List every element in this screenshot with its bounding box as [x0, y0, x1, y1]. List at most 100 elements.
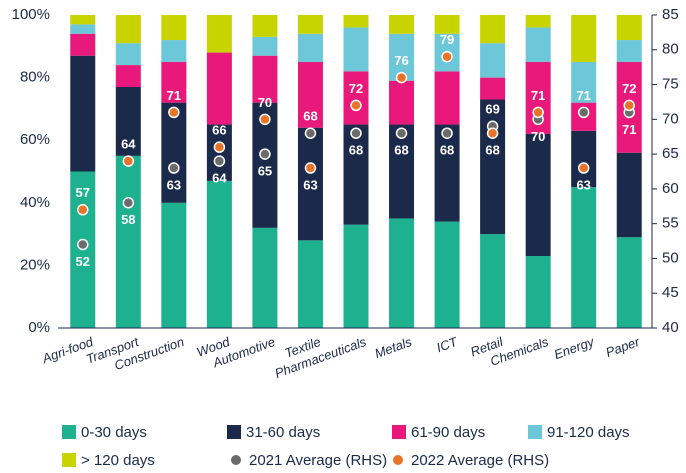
- bar-segment: [571, 130, 597, 188]
- bar-segment: [161, 102, 187, 203]
- data-label: 79: [440, 32, 454, 47]
- bar-segment: [343, 224, 369, 328]
- average-dot: [486, 127, 499, 139]
- data-label: 72: [349, 81, 363, 96]
- data-label: 63: [167, 177, 181, 192]
- legend-label: > 120 days: [81, 452, 155, 469]
- y2-tick-label: 70: [662, 110, 679, 127]
- data-label: 65: [258, 164, 272, 179]
- bar-segment: [297, 240, 323, 328]
- x-tick-label: Metals: [373, 334, 415, 361]
- average-dot: [623, 99, 635, 112]
- legend-marker: [393, 455, 403, 465]
- bar-segment: [343, 71, 369, 125]
- bar-segment: [115, 65, 141, 87]
- legend-label: 0-30 days: [81, 424, 147, 441]
- y-tick-label: 0%: [28, 319, 50, 336]
- data-label: 68: [303, 109, 317, 124]
- x-tick-label: Paper: [604, 334, 642, 360]
- bar-segment: [161, 15, 187, 41]
- average-dot: [350, 127, 362, 139]
- bar-segment: [571, 187, 597, 328]
- y-tick-label: 20%: [20, 256, 50, 273]
- data-label: 76: [394, 53, 408, 68]
- legend-marker: [231, 455, 241, 465]
- data-label: 71: [576, 88, 590, 103]
- legend-swatch: [392, 425, 406, 439]
- average-dot: [259, 113, 271, 126]
- bar-segment: [206, 52, 232, 125]
- average-dot: [122, 197, 135, 209]
- average-dot: [577, 162, 590, 174]
- data-label: 68: [485, 143, 499, 158]
- bar-segment: [525, 133, 551, 257]
- data-label: 68: [349, 143, 363, 158]
- bar-segment: [252, 55, 278, 103]
- y2-tick-label: 75: [662, 76, 679, 93]
- bar-segment: [480, 77, 506, 100]
- data-label: 63: [303, 177, 317, 192]
- legend-label: 2022 Average (RHS): [411, 452, 549, 469]
- y-tick-label: 100%: [12, 6, 50, 23]
- bar-segment: [297, 33, 323, 62]
- bar-segment: [252, 36, 278, 56]
- average-dot: [304, 127, 317, 139]
- data-label: 72: [622, 81, 636, 96]
- average-dot: [77, 204, 89, 216]
- data-label: 66: [212, 123, 226, 138]
- bar-segment: [343, 15, 369, 28]
- data-label: 58: [121, 212, 135, 227]
- bar-segment: [115, 86, 141, 156]
- y-tick-label: 40%: [20, 194, 50, 211]
- bar-segment: [525, 256, 551, 328]
- bar-segment: [115, 43, 141, 66]
- y2-tick-label: 45: [662, 284, 679, 301]
- bar-segment: [206, 180, 232, 328]
- bar-segment: [206, 15, 232, 53]
- y2-tick-label: 65: [662, 145, 679, 162]
- bar-segment: [297, 15, 323, 34]
- bar-segment: [252, 227, 278, 328]
- average-dot: [350, 99, 362, 112]
- bar-segment: [525, 15, 551, 28]
- average-dot: [259, 148, 271, 160]
- data-label: 63: [576, 177, 590, 192]
- bar-segment: [434, 124, 460, 222]
- bar-segment: [70, 24, 96, 34]
- y2-tick-label: 80: [662, 41, 679, 58]
- average-dot: [168, 162, 180, 174]
- bar-segment: [434, 71, 460, 125]
- y2-tick-label: 50: [662, 249, 679, 266]
- bar-segment: [70, 15, 96, 25]
- average-dot: [77, 238, 89, 251]
- legend-label: 31-60 days: [246, 424, 320, 441]
- y-tick-label: 60%: [20, 131, 50, 148]
- bar-segment: [525, 27, 551, 62]
- data-label: 71: [622, 122, 636, 137]
- bar-segment: [480, 99, 506, 235]
- bar-segment: [389, 80, 415, 125]
- bar-segment: [434, 221, 460, 328]
- data-label: 57: [76, 185, 90, 200]
- bar-segment: [70, 33, 96, 56]
- average-dot: [213, 141, 226, 153]
- bar-segment: [343, 27, 369, 72]
- legend-swatch: [62, 425, 76, 439]
- bar-segment: [297, 61, 323, 128]
- data-label: 70: [531, 129, 545, 144]
- bar-segment: [571, 15, 597, 62]
- data-label: 69: [485, 102, 499, 117]
- legend-label: 91-120 days: [547, 424, 630, 441]
- legend-swatch: [528, 425, 542, 439]
- bar-segment: [161, 61, 187, 103]
- legend-label: 61-90 days: [411, 424, 485, 441]
- bar-segment: [389, 218, 415, 328]
- bar-segment: [480, 15, 506, 44]
- bar-segment: [161, 40, 187, 62]
- data-label: 70: [258, 95, 272, 110]
- data-label: 64: [212, 171, 227, 186]
- average-dot: [395, 71, 408, 84]
- average-dot: [441, 127, 453, 139]
- bar-segment: [297, 127, 323, 241]
- bar-segment: [252, 15, 278, 37]
